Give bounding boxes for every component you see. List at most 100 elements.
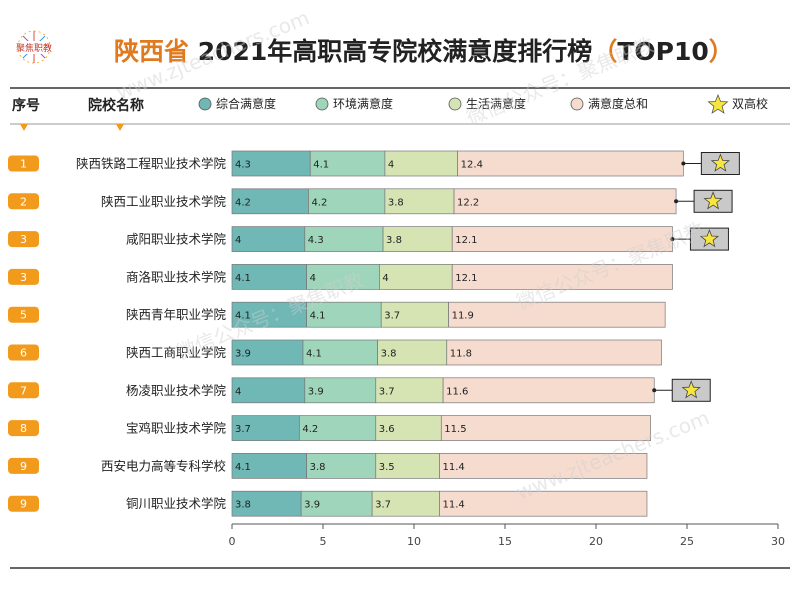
legend-swatch-environment (315, 97, 329, 111)
legend-label-life: 生活满意度 (466, 96, 526, 111)
title-tag: TOP10 (617, 37, 708, 66)
value-label-environment: 3.8 (310, 462, 326, 473)
rank-badge (8, 306, 39, 323)
bar-segment-total (439, 453, 648, 479)
bar-segment-total (457, 150, 684, 177)
bar-segment-overall (231, 150, 311, 177)
legend-item-double-high: 双高校 (707, 93, 768, 114)
value-label-environment: 4.2 (311, 197, 327, 208)
bar-segment-total (446, 339, 662, 366)
bar-row: 5 陕西青年职业学院 4.1 4.1 3.7 11.9 (8, 301, 666, 328)
bar-segment-environment (306, 453, 377, 479)
legend-star-icon (707, 93, 729, 114)
bar-segment-life (382, 226, 453, 252)
bar-segment-life (371, 490, 440, 517)
bar-row: 9 铜川职业技术学院 3.8 3.9 3.7 11.4 (8, 490, 648, 517)
bar-row: 9 西安电力高等专科学校 4.1 3.8 3.5 11.4 (8, 453, 648, 479)
bar-segment-life (384, 188, 455, 215)
bar-segment-environment (304, 377, 377, 404)
x-axis: 0 5 10 15 20 25 30 (229, 523, 785, 548)
value-label-total: 11.4 (442, 500, 464, 511)
legend-item-environment: 环境满意度 (315, 96, 393, 111)
x-tick-label: 0 (229, 535, 236, 548)
bar-row: 7 杨凌职业技术学院 4 3.9 3.7 11.6 (8, 377, 711, 404)
value-label-total: 12.4 (461, 160, 483, 171)
legend-swatch-overall (198, 97, 212, 111)
bar-segment-overall (231, 264, 307, 290)
value-label-environment: 3.9 (308, 386, 324, 397)
rank-badge (8, 420, 39, 437)
x-tick-label: 5 (320, 535, 327, 548)
value-label-life: 3.7 (384, 311, 400, 322)
value-label-overall: 3.9 (235, 349, 251, 360)
bar-segment-environment (306, 264, 380, 290)
double-high-star-icon (681, 380, 701, 399)
legend-swatch-life (448, 97, 462, 111)
value-label-overall: 3.8 (235, 500, 251, 511)
bar-segment-total (451, 226, 673, 252)
value-label-life: 3.8 (386, 235, 402, 246)
rank-badge (8, 268, 39, 285)
bar-segment-overall (231, 226, 306, 252)
bar-segment-overall (231, 453, 307, 479)
bar-segment-total (448, 301, 666, 328)
logo-text: 聚焦职教 (16, 42, 52, 54)
value-label-total: 12.1 (455, 273, 477, 284)
rank-badge (8, 344, 39, 361)
rank-badge (8, 495, 39, 512)
legend-item-overall: 综合满意度 (198, 96, 276, 111)
bar-segment-total (451, 264, 673, 290)
value-label-overall: 3.7 (235, 424, 251, 435)
value-label-overall: 4 (235, 386, 241, 397)
title-main: 2021年高职高专院校满意度排行榜 (189, 37, 592, 66)
rank-number: 8 (20, 422, 27, 435)
school-name: 杨凌职业技术学院 (126, 383, 227, 398)
legend: 综合满意度 环境满意度 生活满意度 满意度总和 双高校 (198, 93, 768, 114)
bar-segment-environment (309, 150, 386, 177)
value-label-life: 4 (382, 273, 388, 284)
bar-row: 2 陕西工业职业技术学院 4.2 4.2 3.8 12.2 (8, 188, 733, 215)
bar-segment-environment (300, 490, 373, 517)
school-name: 陕西铁路工程职业技术学院 (76, 156, 227, 171)
value-label-overall: 4.1 (235, 462, 251, 473)
double-high-star-icon (710, 153, 730, 172)
value-label-total: 12.2 (457, 197, 479, 208)
school-name: 西安电力高等专科学校 (101, 458, 227, 473)
value-label-environment: 4.2 (302, 424, 318, 435)
bar-segment-environment (304, 226, 384, 252)
bar-segment-total (442, 377, 655, 404)
bar-segment-life (375, 415, 442, 441)
school-name: 铜川职业技术学院 (126, 496, 227, 511)
value-label-total: 11.5 (444, 424, 466, 435)
school-name: 咸阳职业技术学院 (126, 232, 227, 247)
value-label-overall: 4.1 (235, 273, 251, 284)
school-name: 陕西工商职业学院 (126, 345, 227, 360)
double-high-star-icon (699, 228, 720, 248)
value-label-life: 3.6 (379, 424, 395, 435)
school-name: 商洛职业技术学院 (126, 269, 227, 284)
page-title: 陕西省 2021年高职高专院校满意度排行榜（TOP10） (114, 37, 734, 66)
title-prefix: 陕西省 (114, 37, 189, 66)
double-high-dot (674, 199, 679, 204)
double-high-star-icon (703, 191, 723, 210)
rank-number: 9 (20, 460, 27, 473)
logo: 聚焦职教 (16, 30, 52, 64)
bar-segment-environment (302, 339, 378, 366)
legend-item-total: 满意度总和 (570, 96, 648, 111)
bar-segment-environment (308, 188, 386, 215)
rank-badge (8, 155, 39, 172)
bar-row: 3 咸阳职业技术学院 4 4.3 3.8 12.1 (8, 226, 729, 252)
rank-number: 9 (20, 498, 27, 511)
rank-badge (8, 457, 39, 474)
title-close-paren: ） (709, 37, 734, 66)
rank-number: 6 (20, 347, 27, 360)
rank-header-pointer (20, 124, 28, 131)
rank-number: 3 (20, 233, 27, 246)
value-label-life: 3.7 (375, 500, 391, 511)
legend-swatch-total (570, 97, 584, 111)
legend-label-total: 满意度总和 (588, 96, 648, 111)
value-label-environment: 3.9 (304, 500, 320, 511)
bar-segment-overall (231, 301, 307, 328)
value-label-life: 3.5 (379, 462, 395, 473)
rank-badge (8, 193, 39, 210)
